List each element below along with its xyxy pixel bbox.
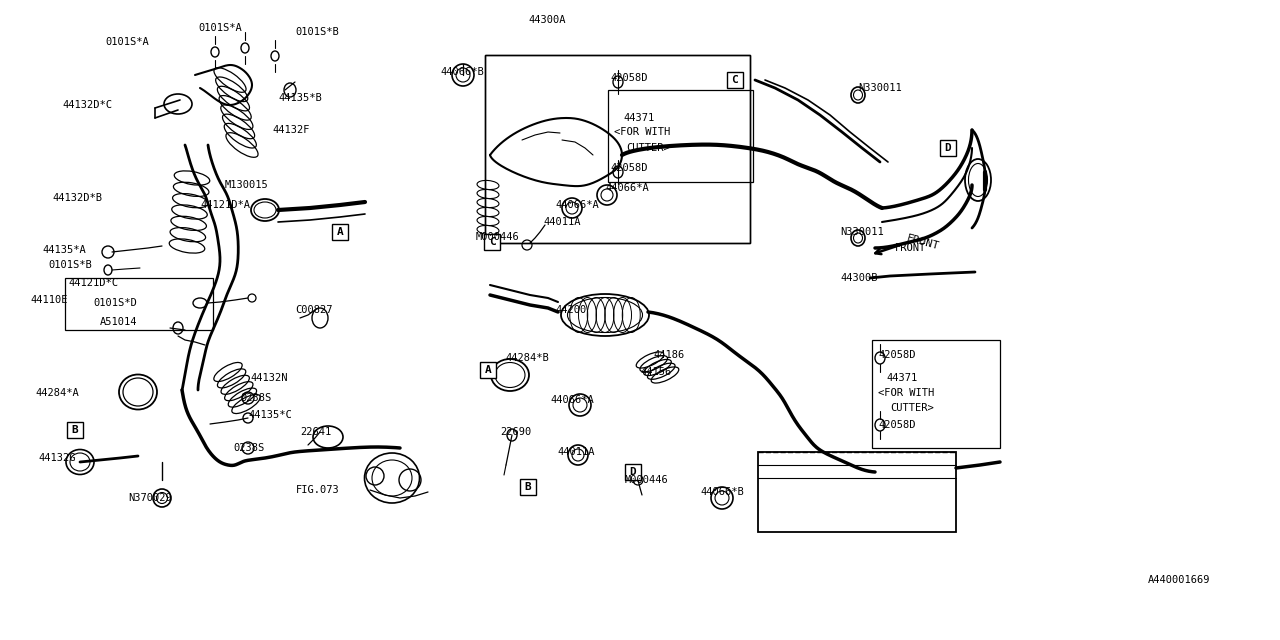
- Text: 0238S: 0238S: [233, 443, 264, 453]
- Bar: [625, 464, 641, 480]
- Text: 44110E: 44110E: [29, 295, 68, 305]
- Bar: [520, 479, 536, 495]
- Text: C00827: C00827: [294, 305, 333, 315]
- Text: 44371: 44371: [623, 113, 654, 123]
- Bar: [940, 140, 956, 156]
- Text: CUTTER>: CUTTER>: [890, 403, 933, 413]
- Text: 44066*A: 44066*A: [550, 395, 594, 405]
- Text: 44132D*C: 44132D*C: [61, 100, 113, 110]
- Text: 44135*A: 44135*A: [42, 245, 86, 255]
- Text: 44156: 44156: [640, 367, 671, 377]
- Text: 44132D*B: 44132D*B: [52, 193, 102, 203]
- Text: <FOR WITH: <FOR WITH: [614, 127, 671, 137]
- Text: 44132N: 44132N: [250, 373, 288, 383]
- Text: 44121D*C: 44121D*C: [68, 278, 118, 288]
- Text: M000446: M000446: [476, 232, 520, 242]
- Bar: [758, 452, 956, 532]
- Text: 44300B: 44300B: [840, 273, 878, 283]
- Text: <FOR WITH: <FOR WITH: [878, 388, 934, 398]
- Text: D: D: [630, 467, 636, 477]
- Text: 0101S*D: 0101S*D: [93, 298, 137, 308]
- Text: 22690: 22690: [500, 427, 531, 437]
- Bar: [485, 55, 750, 243]
- Text: 44371: 44371: [886, 373, 918, 383]
- Bar: [484, 234, 500, 250]
- Bar: [485, 55, 750, 243]
- Text: 44186: 44186: [653, 350, 685, 360]
- Bar: [65, 278, 212, 330]
- Text: 44132G: 44132G: [38, 453, 76, 463]
- Text: 44011A: 44011A: [557, 447, 594, 457]
- Text: 22641: 22641: [300, 427, 332, 437]
- Text: A51014: A51014: [100, 317, 137, 327]
- Text: N370029: N370029: [128, 493, 172, 503]
- Text: FIG.073: FIG.073: [296, 485, 339, 495]
- Text: FRONT: FRONT: [895, 243, 927, 253]
- Text: 0101S*A: 0101S*A: [105, 37, 148, 47]
- Text: N330011: N330011: [858, 83, 901, 93]
- Text: 0101S*B: 0101S*B: [294, 27, 339, 37]
- Text: C: C: [489, 237, 495, 247]
- Text: FRONT: FRONT: [905, 233, 941, 251]
- Bar: [67, 422, 83, 438]
- Text: 44135*B: 44135*B: [278, 93, 321, 103]
- Text: 44066*A: 44066*A: [556, 200, 599, 210]
- Text: CUTTER>: CUTTER>: [626, 143, 669, 153]
- Text: 44200: 44200: [556, 305, 586, 315]
- Bar: [332, 224, 348, 240]
- Text: 44300A: 44300A: [529, 15, 566, 25]
- Text: N330011: N330011: [840, 227, 883, 237]
- Bar: [872, 340, 1000, 448]
- Bar: [727, 72, 742, 88]
- Text: 44135*C: 44135*C: [248, 410, 292, 420]
- Text: 42058D: 42058D: [878, 350, 915, 360]
- Text: 0101S*B: 0101S*B: [49, 260, 92, 270]
- Text: A: A: [337, 227, 343, 237]
- Text: M000446: M000446: [625, 475, 668, 485]
- Text: M130015: M130015: [225, 180, 269, 190]
- Text: 44066*A: 44066*A: [605, 183, 649, 193]
- Text: 42058D: 42058D: [878, 420, 915, 430]
- Text: 44132F: 44132F: [273, 125, 310, 135]
- Bar: [608, 90, 753, 182]
- Text: 44121D*A: 44121D*A: [200, 200, 250, 210]
- Text: 42058D: 42058D: [611, 73, 648, 83]
- Text: A: A: [485, 365, 492, 375]
- Text: D: D: [945, 143, 951, 153]
- Text: 44284*A: 44284*A: [35, 388, 79, 398]
- Text: 44066*B: 44066*B: [440, 67, 484, 77]
- Text: 44066*B: 44066*B: [700, 487, 744, 497]
- Text: B: B: [72, 425, 78, 435]
- Text: C: C: [732, 75, 739, 85]
- Text: 0238S: 0238S: [241, 393, 271, 403]
- Bar: [480, 362, 497, 378]
- Text: 44284*B: 44284*B: [506, 353, 549, 363]
- Text: 0101S*A: 0101S*A: [198, 23, 242, 33]
- Text: A440001669: A440001669: [1148, 575, 1211, 585]
- Text: 44011A: 44011A: [543, 217, 581, 227]
- Text: B: B: [525, 482, 531, 492]
- Text: 42058D: 42058D: [611, 163, 648, 173]
